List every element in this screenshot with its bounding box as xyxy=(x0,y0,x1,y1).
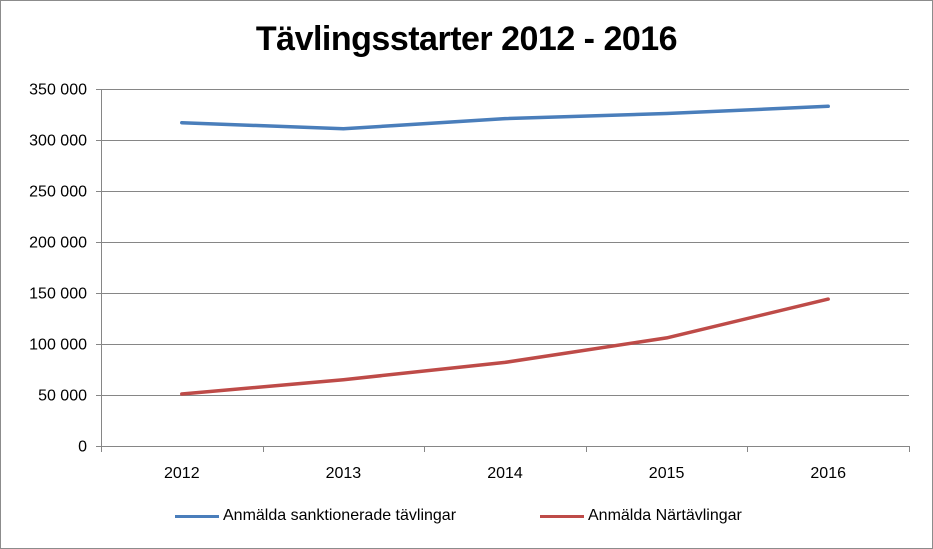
chart-title: Tävlingsstarter 2012 - 2016 xyxy=(255,20,678,58)
y-tick-label: 0 xyxy=(78,439,87,456)
y-tick-label: 350 000 xyxy=(29,82,87,99)
y-tick-label: 250 000 xyxy=(29,184,87,201)
legend-label-nartavlingar: Anmälda Närtävlingar xyxy=(588,507,742,524)
y-tick-label: 150 000 xyxy=(29,286,87,303)
y-tick-label: 300 000 xyxy=(29,133,87,150)
legend-item-sanktionerade: Anmälda sanktionerade tävlingar xyxy=(175,504,456,528)
y-tick-label: 200 000 xyxy=(29,235,87,252)
data-point xyxy=(503,117,507,121)
data-point xyxy=(665,336,669,340)
chart-legend: Anmälda sanktionerade tävlingar Anmälda … xyxy=(0,504,933,528)
data-point xyxy=(341,127,345,131)
data-point xyxy=(180,392,184,396)
legend-swatch-nartavlingar xyxy=(540,514,584,518)
data-point xyxy=(503,360,507,364)
data-point xyxy=(341,378,345,382)
data-point xyxy=(826,104,830,108)
x-tick-label: 2014 xyxy=(487,465,523,482)
x-tick-label: 2016 xyxy=(810,465,846,482)
y-tick-label: 100 000 xyxy=(29,337,87,354)
data-point xyxy=(665,111,669,115)
x-tick-label: 2012 xyxy=(164,465,200,482)
x-tick-label: 2013 xyxy=(326,465,362,482)
x-tick-label: 2015 xyxy=(649,465,685,482)
y-tick-label: 50 000 xyxy=(38,388,87,405)
legend-item-nartavlingar: Anmälda Närtävlingar xyxy=(540,504,742,528)
legend-label-sanktionerade: Anmälda sanktionerade tävlingar xyxy=(223,507,457,524)
series-line-2 xyxy=(180,297,830,396)
data-point xyxy=(826,297,830,301)
data-point xyxy=(180,121,184,125)
legend-swatch-sanktionerade xyxy=(175,514,219,518)
